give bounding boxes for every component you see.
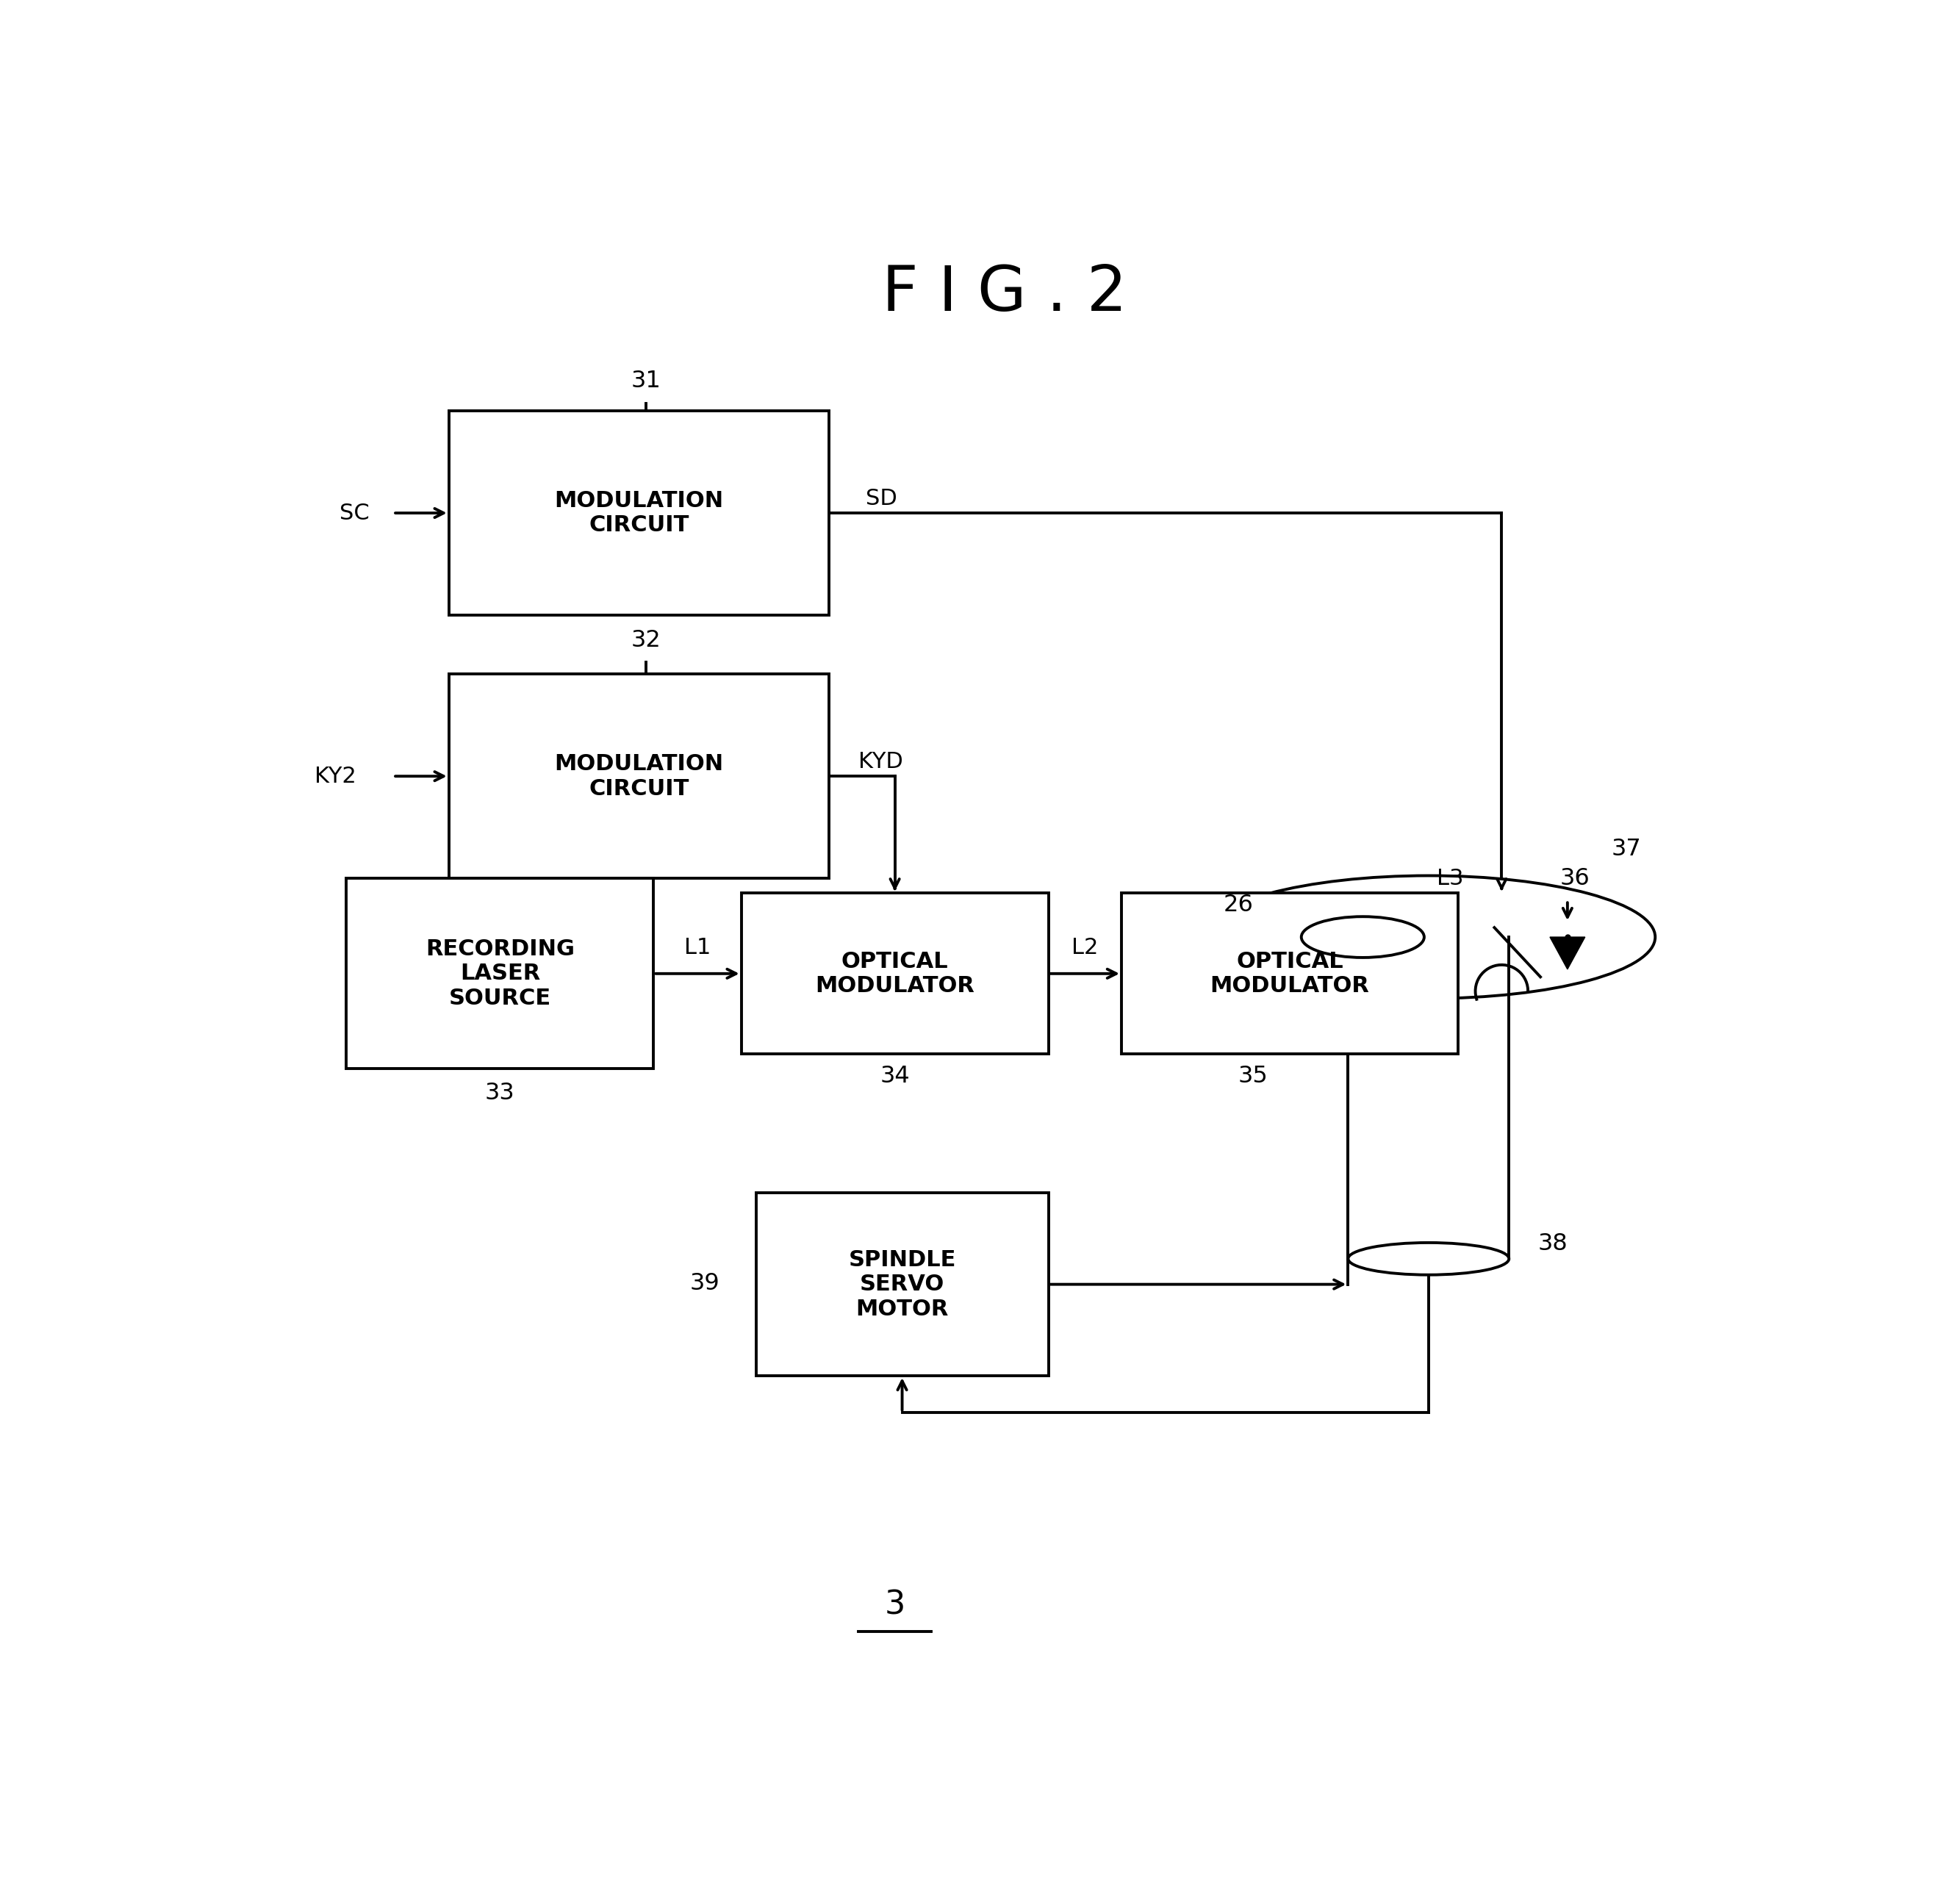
Text: 35: 35: [1239, 1065, 1268, 1088]
Text: 32: 32: [631, 629, 661, 651]
Text: 37: 37: [1611, 837, 1641, 860]
Text: SC: SC: [339, 503, 368, 524]
Polygon shape: [1550, 936, 1586, 968]
Text: OPTICAL
MODULATOR: OPTICAL MODULATOR: [1209, 951, 1370, 997]
Text: 3: 3: [884, 1589, 906, 1622]
Text: 34: 34: [880, 1065, 909, 1088]
Text: L3: L3: [1437, 868, 1464, 889]
FancyBboxPatch shape: [347, 879, 653, 1069]
Text: OPTICAL
MODULATOR: OPTICAL MODULATOR: [815, 951, 974, 997]
Text: SPINDLE
SERVO
MOTOR: SPINDLE SERVO MOTOR: [849, 1250, 956, 1320]
FancyBboxPatch shape: [449, 410, 829, 615]
FancyBboxPatch shape: [757, 1193, 1049, 1375]
Text: 31: 31: [631, 370, 661, 393]
Text: RECORDING
LASER
SOURCE: RECORDING LASER SOURCE: [425, 938, 574, 1008]
Ellipse shape: [1201, 875, 1654, 999]
Text: SD: SD: [866, 488, 898, 509]
FancyBboxPatch shape: [449, 674, 829, 879]
FancyBboxPatch shape: [741, 893, 1049, 1054]
Text: 39: 39: [690, 1272, 719, 1295]
FancyBboxPatch shape: [1121, 893, 1458, 1054]
Text: 38: 38: [1539, 1232, 1568, 1255]
Text: MODULATION
CIRCUIT: MODULATION CIRCUIT: [555, 490, 723, 536]
Ellipse shape: [1348, 1242, 1509, 1274]
Text: KY2: KY2: [314, 765, 357, 786]
Text: 26: 26: [1223, 894, 1254, 917]
Text: KYD: KYD: [858, 750, 904, 773]
Text: MODULATION
CIRCUIT: MODULATION CIRCUIT: [555, 754, 723, 799]
Text: L2: L2: [1072, 936, 1098, 957]
Text: L1: L1: [684, 936, 711, 957]
Text: 36: 36: [1560, 868, 1590, 891]
Text: F I G . 2: F I G . 2: [882, 264, 1127, 325]
Ellipse shape: [1301, 917, 1425, 957]
Text: 33: 33: [484, 1082, 515, 1105]
